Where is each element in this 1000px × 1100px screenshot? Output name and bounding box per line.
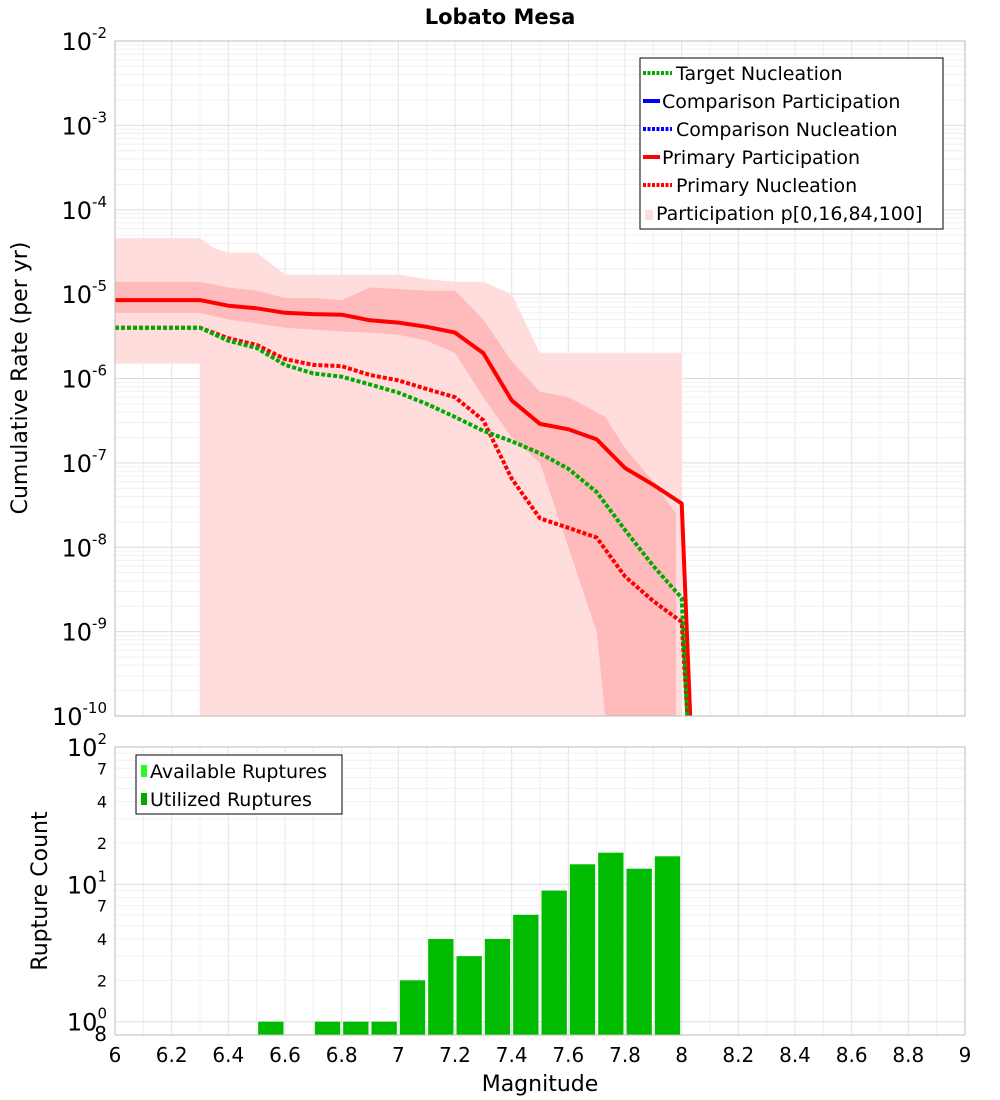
x-tick-label: 6.8 <box>326 1043 358 1067</box>
legend-label: Primary Nucleation <box>676 175 857 197</box>
bottom-legend-box <box>135 754 343 815</box>
x-tick-label: 8.2 <box>722 1043 754 1067</box>
x-tick-label: 6.4 <box>212 1043 244 1067</box>
rupture-count-bar <box>456 956 482 1035</box>
rupture-count-bar <box>343 1021 369 1035</box>
legend-label: Participation p[0,16,84,100] <box>656 203 922 225</box>
top-legend-box <box>639 57 944 230</box>
top-y-tick-label: 10-9 <box>61 615 107 647</box>
participation-band-0 <box>115 238 682 716</box>
x-tick-label: 7.2 <box>439 1043 471 1067</box>
rupture-count-bar <box>399 980 426 1035</box>
rupture-count-bar <box>513 914 539 1035</box>
x-tick-label: 8.4 <box>779 1043 811 1067</box>
top-legend: Target Nucleation Comparison Participatio… <box>639 57 944 230</box>
x-tick-label: 9 <box>959 1043 972 1067</box>
top-y-tick-label: 10-3 <box>61 108 107 140</box>
top-bands <box>115 238 682 716</box>
x-tick-label: 7 <box>392 1043 405 1067</box>
bottom-legend: Available Ruptures Utilized Ruptures <box>135 754 343 815</box>
rupture-count-bar <box>654 856 681 1035</box>
bottom-y-tick-label: 4 <box>97 793 107 812</box>
x-tick-label: 7.6 <box>552 1043 584 1067</box>
top-series <box>115 298 693 717</box>
top-y-tick-label: 10-10 <box>52 699 107 731</box>
bottom-y-tick-label: 101 <box>67 867 107 899</box>
x-axis-label: Magnitude <box>482 1072 599 1097</box>
participation-band-1 <box>115 281 676 716</box>
x-tick-label: 8.6 <box>836 1043 868 1067</box>
legend-label: Target Nucleation <box>675 63 843 85</box>
x-tick-label: 6.2 <box>156 1043 188 1067</box>
bottom-y-tick-label: 100 <box>67 1005 107 1037</box>
top-y-axis-label: Cumulative Rate (per yr) <box>8 242 33 515</box>
bottom-x-ticks: 6 6.2 6.4 6.6 6.8 7 7.2 7.4 7.6 7.8 8 8.2 8.4 8.6 8.8 9 <box>109 1043 972 1067</box>
legend-swatch <box>141 793 147 805</box>
legend-label: Available Ruptures <box>150 761 327 783</box>
legend-label: Comparison Participation <box>662 91 900 113</box>
rupture-count-bar <box>484 939 511 1035</box>
bottom-bars <box>258 852 681 1035</box>
legend-swatch <box>141 765 147 777</box>
top-y-tick-label: 10-5 <box>61 277 107 309</box>
x-tick-label: 6 <box>109 1043 122 1067</box>
x-tick-label: 8.8 <box>892 1043 924 1067</box>
legend-swatch <box>645 210 653 220</box>
x-tick-label: 7.4 <box>496 1043 528 1067</box>
bottom-y-axis-label: Rupture Count <box>28 811 53 971</box>
top-y-ticks: 10-10 10-9 10-8 10-7 10-6 10-5 10-4 10-3 10-2 <box>52 24 107 731</box>
top-y-tick-label: 10-8 <box>61 530 107 562</box>
legend-label: Comparison Nucleation <box>676 119 898 141</box>
x-tick-label: 6.6 <box>269 1043 301 1067</box>
series-target-nucleation <box>115 325 690 717</box>
rupture-count-bar <box>541 890 567 1035</box>
bottom-y-tick-label: 2 <box>97 971 107 990</box>
rupture-count-bar <box>569 864 596 1035</box>
rupture-count-bar <box>314 1021 341 1035</box>
top-y-tick-label: 10-2 <box>61 24 107 56</box>
bottom-y-tick-label: 2 <box>97 834 107 853</box>
x-tick-label: 8 <box>675 1043 688 1067</box>
top-y-tick-label: 10-6 <box>61 362 107 394</box>
top-y-tick-label: 10-7 <box>61 446 107 478</box>
legend-label: Primary Participation <box>662 147 860 169</box>
bottom-y-tick-label: 4 <box>97 930 107 949</box>
series-primary-participation <box>115 298 693 717</box>
rupture-count-bar <box>428 939 454 1035</box>
legend-label: Utilized Ruptures <box>150 789 312 811</box>
top-y-tick-label: 10-4 <box>61 193 107 225</box>
top-plot: 10-10 10-9 10-8 10-7 10-6 10-5 10-4 10-3 10-2 Ta… <box>8 24 966 731</box>
top-plot-frame <box>114 40 966 717</box>
rupture-count-bar <box>258 1021 284 1035</box>
bottom-y-tick-label: 7 <box>97 759 107 778</box>
x-tick-label: 7.8 <box>609 1043 641 1067</box>
series-primary-nucleation <box>115 325 690 717</box>
chart-title: Lobato Mesa <box>425 5 576 29</box>
bottom-y-tick-label: 7 <box>97 897 107 916</box>
rupture-count-bar <box>626 868 652 1035</box>
bottom-plot-frame <box>114 746 966 1036</box>
rupture-count-bar <box>598 852 624 1035</box>
bottom-y-tick-label: 8 <box>94 1022 107 1046</box>
bottom-y-tick-label: 102 <box>67 730 107 762</box>
rupture-count-bar <box>371 1021 397 1035</box>
